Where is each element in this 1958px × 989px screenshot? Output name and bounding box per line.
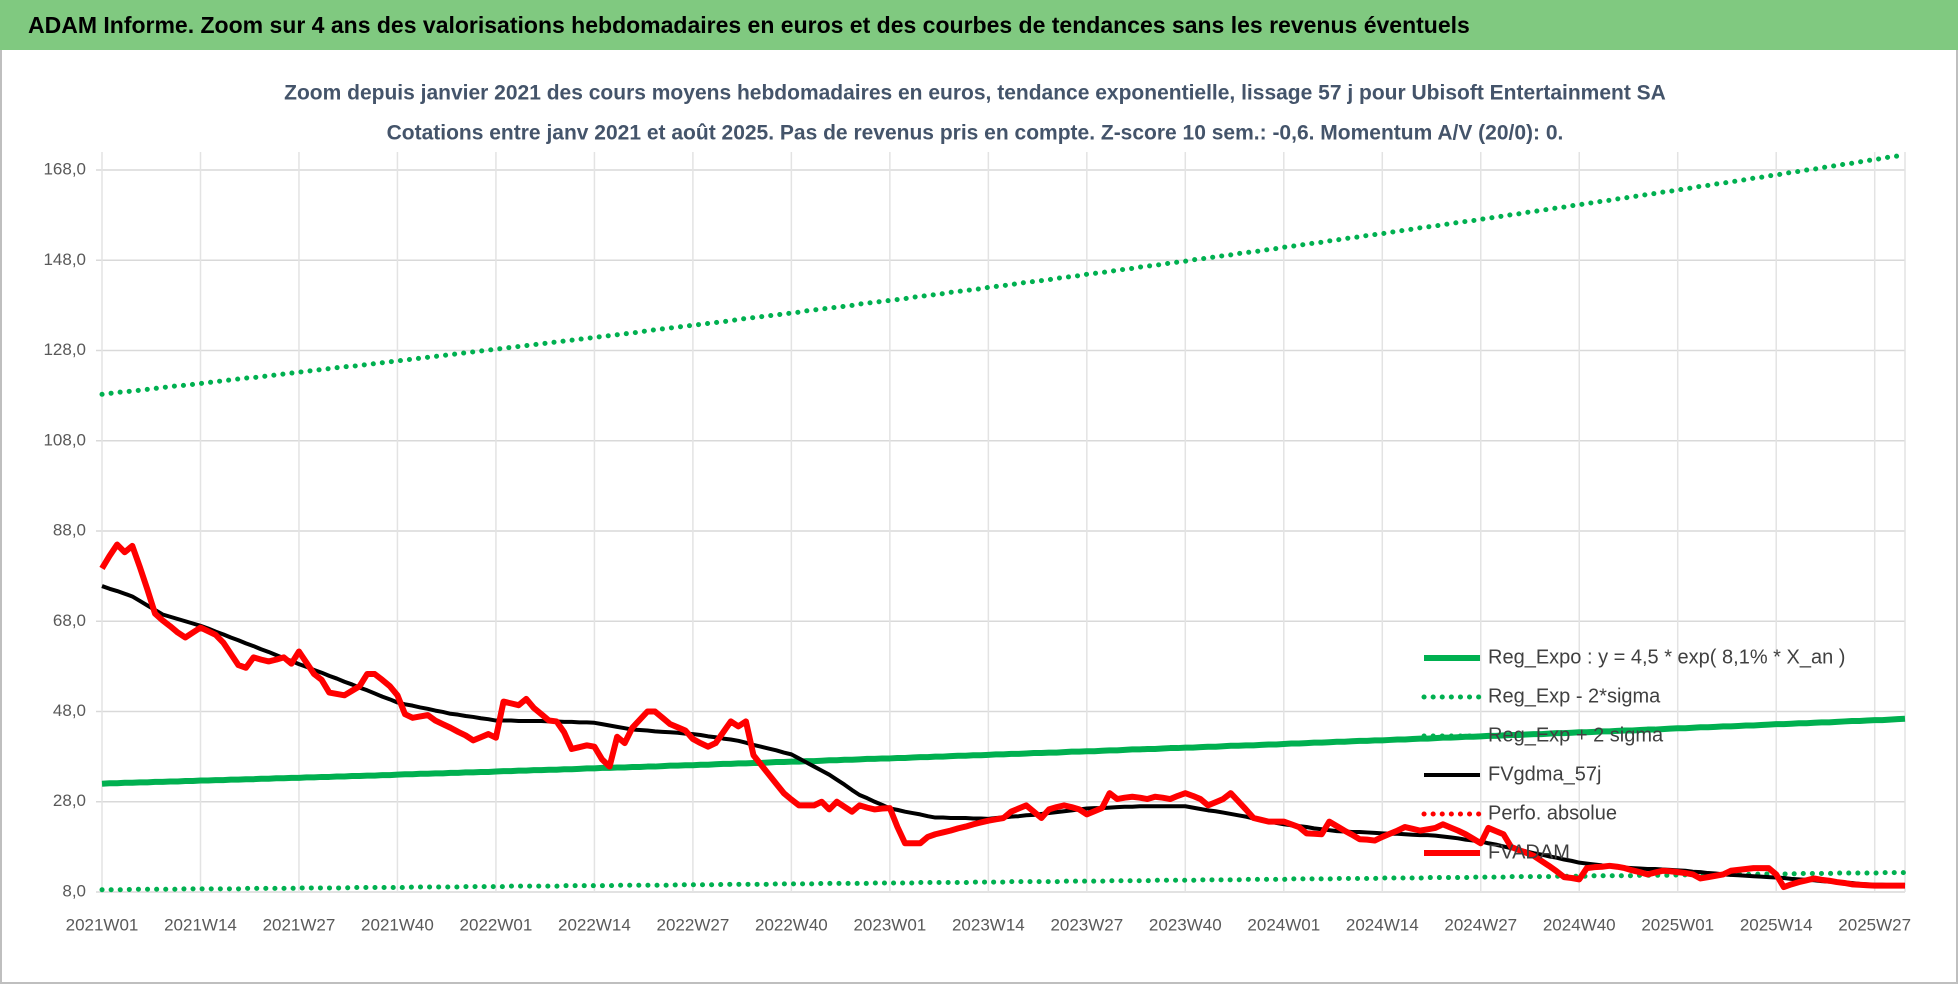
series-line: [99, 541, 1905, 891]
legend-label: FVgdma_57j: [1488, 763, 1601, 785]
series-line: [99, 152, 1908, 397]
y-tick-label: 68,0: [53, 611, 86, 630]
x-tick-label: 2022W01: [460, 915, 533, 934]
x-tick-label: 2021W14: [164, 915, 237, 934]
x-tick-label: 2024W14: [1346, 915, 1419, 934]
x-tick-label: 2023W14: [952, 915, 1025, 934]
y-tick-label: 88,0: [53, 521, 86, 540]
series-line: [99, 870, 1908, 893]
x-tick-label: 2021W27: [263, 915, 336, 934]
chart-subtitle: Cotations entre janv 2021 et août 2025. …: [387, 122, 1564, 145]
x-tick-label: 2022W40: [755, 915, 828, 934]
x-tick-label: 2024W27: [1444, 915, 1517, 934]
x-tick-label: 2023W27: [1050, 915, 1123, 934]
x-tick-label: 2025W27: [1838, 915, 1911, 934]
legend-label: FVADAM: [1488, 841, 1570, 863]
legend-label: Perfo. absolue: [1488, 802, 1617, 824]
y-tick-label: 48,0: [53, 701, 86, 720]
x-tick-label: 2024W01: [1247, 915, 1320, 934]
x-tick-label: 2022W14: [558, 915, 631, 934]
x-tick-label: 2021W40: [361, 915, 434, 934]
y-tick-label: 28,0: [53, 791, 86, 810]
x-tick-label: 2023W40: [1149, 915, 1222, 934]
chart-title: Zoom depuis janvier 2021 des cours moyen…: [284, 82, 1666, 105]
y-tick-label: 168,0: [43, 160, 86, 179]
y-tick-label: 8,0: [62, 881, 86, 900]
x-tick-label: 2024W40: [1543, 915, 1616, 934]
x-tick-label: 2025W01: [1641, 915, 1714, 934]
legend-label: Reg_Exp + 2 sigma: [1488, 724, 1664, 746]
x-tick-label: 2021W01: [66, 915, 139, 934]
legend-label: Reg_Expo : y = 4,5 * exp( 8,1% * X_an ): [1488, 646, 1845, 668]
y-tick-label: 108,0: [43, 430, 86, 449]
header-bar: [0, 0, 1958, 50]
series-line: [101, 715, 1906, 787]
header-title: ADAM Informe. Zoom sur 4 ans des valoris…: [28, 12, 1470, 38]
y-tick-label: 148,0: [43, 250, 86, 269]
x-tick-label: 2022W27: [657, 915, 730, 934]
legend-label: Reg_Exp - 2*sigma: [1488, 685, 1661, 707]
x-tick-label: 2025W14: [1740, 915, 1813, 934]
y-tick-label: 128,0: [43, 340, 86, 359]
x-tick-label: 2023W01: [853, 915, 926, 934]
